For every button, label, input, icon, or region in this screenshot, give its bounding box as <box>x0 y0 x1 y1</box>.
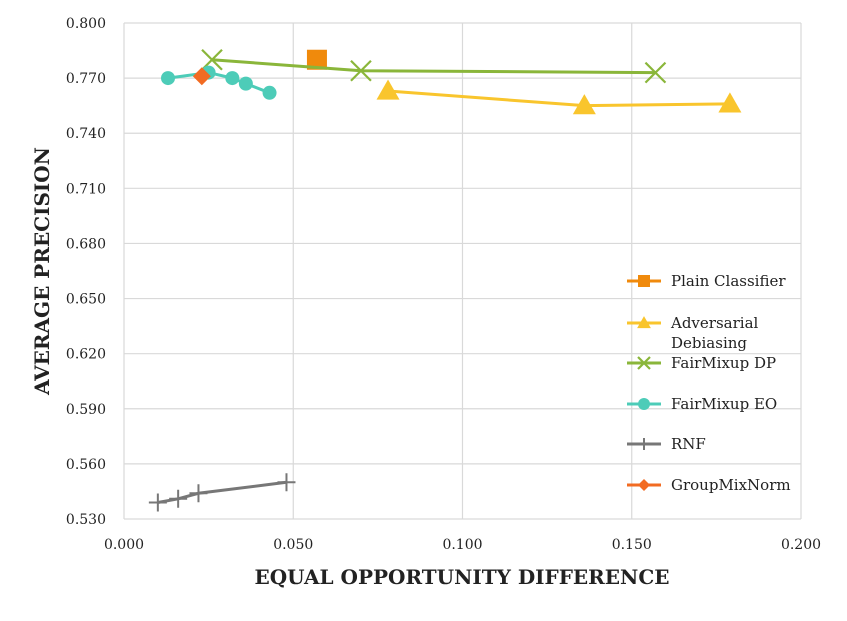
data-point <box>350 59 372 82</box>
data-point <box>572 94 596 115</box>
data-point <box>148 493 167 512</box>
data-point <box>225 71 240 86</box>
data-point <box>644 61 667 84</box>
data-series <box>148 48 742 512</box>
series-group <box>306 49 327 70</box>
legend: Plain Classifier Adversarial Debiasing Fair… <box>627 272 791 494</box>
y-tick-label: 0.620 <box>66 347 106 363</box>
data-point <box>277 473 296 492</box>
x-tick-label: 0.200 <box>781 537 821 553</box>
series-group <box>161 65 277 100</box>
x-axis-title: EQUAL OPPORTUNITY DIFFERENCE <box>255 565 670 589</box>
legend-entry: FairMixup DP <box>627 354 776 372</box>
data-point <box>718 92 742 113</box>
series-group <box>201 48 667 84</box>
series-line <box>167 71 271 95</box>
data-point <box>201 48 223 71</box>
x-tick-label: 0.000 <box>104 537 144 553</box>
legend-label: FairMixup DP <box>671 354 776 372</box>
legend-label: Plain Classifier <box>671 272 786 290</box>
data-point <box>262 85 277 100</box>
legend-marker <box>637 316 651 329</box>
y-tick-label: 0.680 <box>66 236 106 252</box>
series-line <box>387 89 730 108</box>
y-tick-label: 0.590 <box>66 402 106 418</box>
data-point <box>189 484 208 503</box>
y-tick-label: 0.650 <box>66 292 106 308</box>
legend-label: Adversarial Debiasing <box>670 314 759 352</box>
legend-label: FairMixup EO <box>671 395 777 413</box>
y-tick-label: 0.710 <box>66 181 106 197</box>
legend-label: GroupMixNorm <box>671 476 791 494</box>
series-line <box>211 58 656 75</box>
series-group <box>148 473 296 512</box>
grid-lines <box>123 22 802 520</box>
legend-entry: GroupMixNorm <box>627 476 791 494</box>
y-tick-label: 0.530 <box>66 512 106 528</box>
data-point <box>306 49 327 70</box>
legend-marker <box>638 398 650 410</box>
y-tick-label: 0.770 <box>66 71 106 87</box>
legend-marker <box>637 356 651 370</box>
data-point <box>161 71 176 86</box>
y-tick-label: 0.740 <box>66 126 106 142</box>
series-group <box>192 67 211 86</box>
y-tick-label: 0.560 <box>66 457 106 473</box>
legend-entry: Adversarial Debiasing <box>627 314 759 352</box>
legend-marker <box>638 438 650 450</box>
x-tick-label: 0.150 <box>612 537 652 553</box>
y-tick-label: 0.800 <box>66 16 106 32</box>
legend-label: RNF <box>671 435 706 453</box>
x-tick-label: 0.100 <box>442 537 482 553</box>
legend-entry: FairMixup EO <box>627 395 777 413</box>
data-point <box>192 67 211 86</box>
legend-marker <box>638 479 650 491</box>
series-group <box>376 79 742 115</box>
data-point <box>169 489 188 508</box>
legend-marker <box>638 275 650 287</box>
data-point <box>238 76 253 91</box>
series-line <box>157 480 287 504</box>
legend-entry: RNF <box>627 435 706 453</box>
tick-labels: 0.530 0.560 0.590 0.620 0.650 0.680 0.710 0.740… <box>66 16 821 553</box>
legend-entry: Plain Classifier <box>627 272 786 290</box>
y-axis-title: AVERAGE PRECISION <box>30 147 54 396</box>
data-point <box>376 79 400 100</box>
x-tick-label: 0.050 <box>273 537 313 553</box>
